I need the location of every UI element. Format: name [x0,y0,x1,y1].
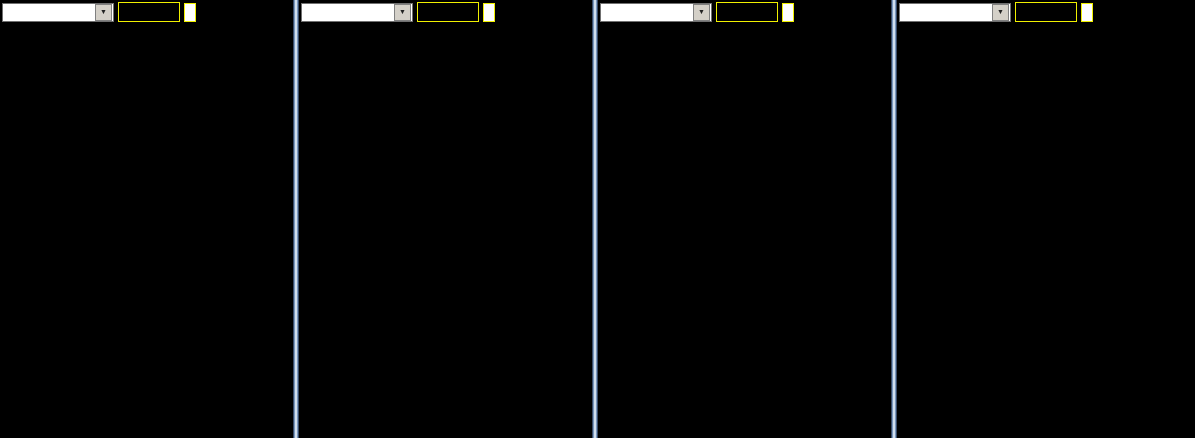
window-border [592,0,598,438]
chart-toolbar: ▼ [897,0,1195,24]
chevron-down-icon[interactable]: ▼ [693,3,710,21]
chart-toolbar: ▼ [598,0,891,24]
symbol-select[interactable]: ▼ [600,2,712,22]
recal-scale-button[interactable] [1081,2,1093,22]
chart-area[interactable] [598,24,891,438]
chart-window-15min: ▼ [897,0,1195,438]
chart-area[interactable] [897,24,1190,438]
chart-toolbar: ▼ [0,0,293,24]
symbol-select[interactable]: ▼ [2,2,114,22]
chart-area[interactable] [0,24,293,438]
recal-scale-button[interactable] [184,2,196,22]
chevron-down-icon[interactable]: ▼ [95,3,112,21]
symbol-select[interactable]: ▼ [301,2,413,22]
chart-window-60min: ▼ [299,0,592,438]
chart-area[interactable] [299,24,592,438]
recal-scale-button[interactable] [483,2,495,22]
last-quote [1015,2,1077,22]
chart-toolbar: ▼ [299,0,592,24]
chart-window-day: ▼ [0,0,293,438]
window-border [293,0,299,438]
last-quote [417,2,479,22]
window-border [891,0,897,438]
last-quote [716,2,778,22]
chevron-down-icon[interactable]: ▼ [394,3,411,21]
recal-scale-button[interactable] [782,2,794,22]
chevron-down-icon[interactable]: ▼ [992,3,1009,21]
chart-window-30min: ▼ [598,0,891,438]
symbol-select[interactable]: ▼ [899,2,1011,22]
last-quote [118,2,180,22]
